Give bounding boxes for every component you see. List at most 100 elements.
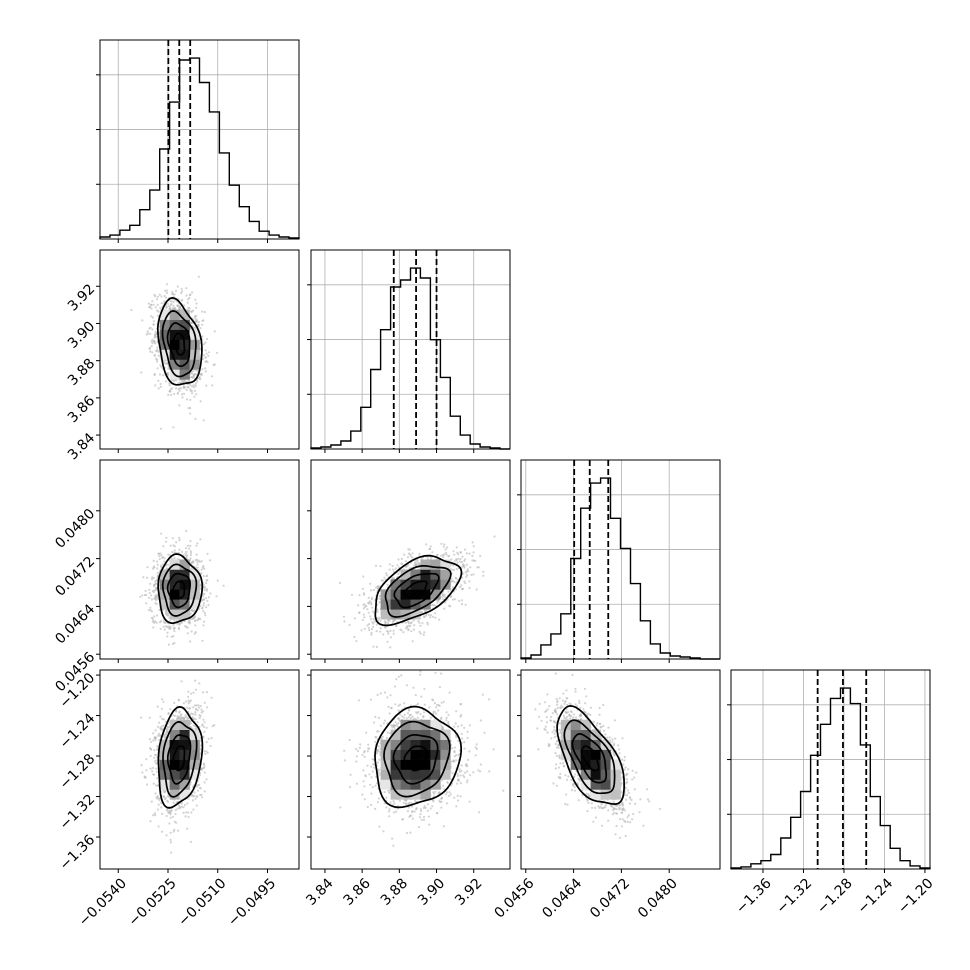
scatter-point — [200, 572, 203, 575]
scatter-point — [166, 373, 169, 376]
scatter-point — [472, 551, 475, 554]
scatter-point — [144, 589, 147, 593]
scatter-point — [417, 563, 420, 566]
scatter-point — [185, 554, 188, 558]
density-cell — [400, 599, 411, 610]
scatter-point — [196, 563, 199, 566]
scatter-point — [149, 332, 152, 335]
scatter-point — [432, 603, 435, 607]
scatter-point — [154, 306, 157, 309]
scatter-point — [171, 537, 174, 540]
scatter-point — [177, 829, 180, 832]
scatter-point — [200, 560, 203, 563]
scatter-point — [445, 553, 448, 556]
scatter-point — [171, 292, 174, 296]
panel-2-1 — [310, 459, 511, 660]
scatter-point — [425, 543, 428, 546]
scatter-point — [195, 373, 198, 376]
scatter-point — [158, 555, 161, 558]
scatter-point — [207, 596, 210, 599]
scatter-point — [201, 606, 204, 609]
scatter-point — [440, 542, 443, 545]
scatter-point — [195, 566, 198, 569]
scatter-point — [205, 589, 208, 592]
scatter-point — [148, 591, 151, 595]
scatter-point — [211, 384, 214, 387]
scatter-point — [426, 621, 429, 624]
density-cell — [400, 579, 411, 590]
scatter-point — [141, 319, 144, 322]
contour-line — [393, 572, 440, 609]
scatter-point — [452, 598, 455, 601]
scatter-point — [185, 294, 188, 297]
scatter-point — [187, 306, 190, 309]
scatter-point — [157, 379, 160, 382]
scatter-point — [462, 563, 465, 566]
scatter-point — [429, 616, 432, 619]
scatter-point — [165, 536, 168, 539]
scatter-point — [384, 626, 387, 629]
scatter-point — [178, 404, 181, 407]
scatter-point — [172, 623, 175, 627]
scatter-point — [187, 702, 190, 705]
scatter-point — [151, 576, 154, 579]
scatter-point — [159, 382, 162, 386]
scatter-point — [176, 622, 179, 625]
scatter-point — [148, 588, 151, 591]
scatter-point — [194, 624, 197, 627]
scatter-point — [371, 606, 374, 609]
scatter-point — [410, 630, 413, 633]
scatter-point — [368, 602, 371, 605]
scatter-point — [176, 391, 180, 394]
scatter-point — [457, 557, 460, 560]
scatter-point — [443, 601, 446, 604]
scatter-point — [186, 632, 189, 635]
scatter-point — [207, 354, 210, 357]
scatter-point — [400, 562, 403, 565]
scatter-point — [189, 293, 192, 296]
scatter-point — [195, 302, 198, 305]
scatter-point — [202, 565, 205, 568]
scatter-point — [419, 624, 422, 627]
scatter-point — [206, 579, 209, 582]
scatter-point — [468, 580, 471, 583]
scatter-point — [141, 771, 144, 774]
scatter-point — [177, 628, 180, 631]
scatter-point — [155, 298, 159, 301]
scatter-point — [475, 588, 478, 591]
scatter-point — [159, 801, 163, 805]
scatter-point — [368, 600, 371, 603]
scatter-point — [458, 599, 461, 602]
scatter-point — [413, 624, 416, 627]
density-cell — [159, 579, 170, 590]
scatter-point — [444, 548, 447, 551]
scatter-point — [374, 586, 378, 589]
scatter-point — [201, 691, 205, 694]
scatter-point — [204, 614, 207, 617]
scatter-point — [207, 351, 210, 354]
scatter-point — [201, 335, 204, 338]
scatter-point — [184, 552, 187, 555]
scatter-point — [387, 632, 390, 635]
scatter-point — [460, 561, 463, 564]
density-cell — [430, 589, 441, 600]
contour-line — [172, 332, 186, 356]
scatter-point — [194, 615, 197, 618]
scatter-point — [155, 357, 158, 360]
scatter-point — [157, 354, 160, 357]
scatter-point — [471, 541, 474, 544]
scatter-point — [195, 544, 198, 547]
scatter-point — [370, 603, 373, 606]
scatter-point — [384, 621, 387, 624]
scatter-point — [451, 568, 454, 571]
scatter-point — [159, 427, 163, 430]
scatter-point — [387, 630, 390, 633]
scatter-point — [178, 381, 181, 384]
scatter-point — [151, 316, 154, 319]
scatter-point — [208, 559, 212, 562]
scatter-point — [423, 615, 426, 619]
scatter-point — [453, 560, 456, 563]
scatter-point — [153, 589, 156, 592]
scatter-point — [211, 375, 214, 378]
scatter-point — [189, 551, 193, 555]
